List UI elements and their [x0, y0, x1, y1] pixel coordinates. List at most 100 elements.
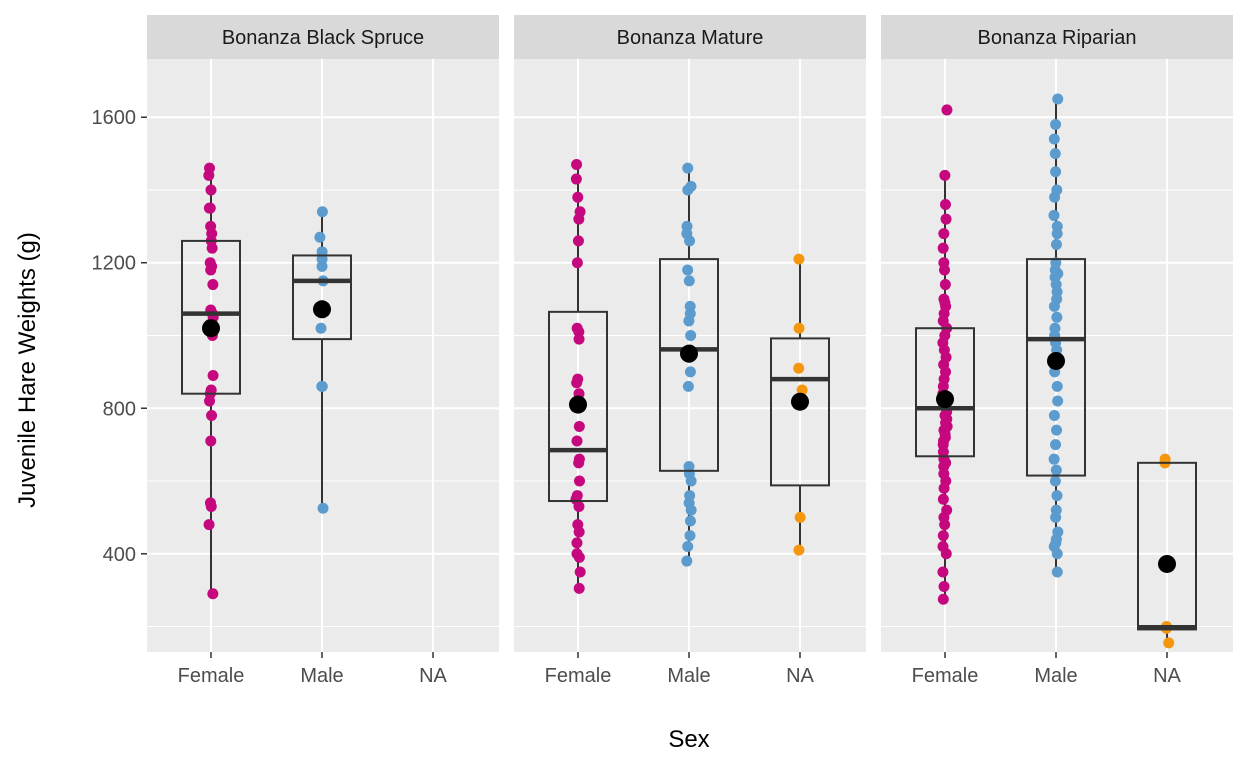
data-point [571, 435, 583, 447]
data-point [1048, 410, 1060, 422]
data-point [684, 300, 696, 312]
data-point [1051, 490, 1063, 502]
data-point [938, 293, 950, 305]
data-point [940, 213, 952, 225]
data-point [1163, 637, 1175, 649]
data-point [573, 420, 585, 432]
data-point [937, 493, 949, 505]
data-point [682, 380, 694, 392]
data-point [937, 242, 949, 254]
data-point [1051, 380, 1063, 392]
facet-strip [514, 15, 866, 59]
data-point [685, 180, 697, 192]
data-point [204, 162, 216, 174]
data-point [1051, 220, 1063, 232]
y-axis: 400 800 1200 1600 [92, 107, 147, 566]
data-point [939, 169, 951, 181]
x-axis-title: Sex [668, 726, 709, 753]
data-point [1049, 148, 1061, 160]
facet-panel: Bonanza Black Spruce Female Male NA [147, 15, 499, 687]
data-point [793, 544, 805, 556]
data-point [1050, 239, 1062, 251]
data-point [204, 257, 216, 269]
data-point [938, 228, 950, 240]
x-tick-label: Male [1034, 665, 1077, 687]
data-point [573, 582, 585, 594]
data-point [207, 588, 219, 600]
data-point [571, 537, 583, 549]
x-tick-label: NA [786, 665, 814, 687]
mean-point [1047, 351, 1065, 370]
data-point [1050, 118, 1062, 130]
data-point [684, 515, 696, 527]
data-point [1051, 424, 1063, 436]
data-point [205, 435, 217, 447]
data-point [1048, 209, 1060, 221]
box [770, 337, 830, 487]
data-point [317, 502, 329, 514]
data-point [684, 490, 696, 502]
y-tick-label: 1200 [92, 253, 137, 275]
data-point [572, 191, 584, 203]
data-point [937, 540, 949, 552]
data-point [682, 264, 694, 276]
data-point [681, 555, 693, 567]
facet-panel: Bonanza Riparian Female Male NA [881, 15, 1233, 687]
data-point [207, 279, 219, 291]
box [915, 327, 975, 458]
data-point [206, 410, 218, 422]
data-point [1051, 566, 1063, 578]
data-point [1050, 439, 1062, 451]
mean-point [202, 319, 220, 338]
data-point [571, 322, 583, 334]
data-point [1052, 93, 1064, 105]
facet-panel: Bonanza Mature Female Male NA [514, 15, 866, 687]
data-point [574, 206, 586, 218]
data-point [572, 235, 584, 247]
data-point [685, 329, 697, 341]
x-tick-label: Female [912, 665, 979, 687]
data-point [205, 184, 217, 196]
box [1026, 258, 1086, 477]
mean-point [791, 392, 809, 411]
y-axis-title: Juvenile Hare Weights (g) [14, 232, 41, 508]
data-point [684, 530, 696, 542]
data-point [793, 322, 805, 334]
y-tick-label: 1600 [92, 107, 137, 129]
data-point [204, 497, 216, 509]
data-point [1051, 311, 1063, 323]
x-tick-label: Male [300, 665, 343, 687]
data-point [316, 380, 328, 392]
x-tick-label: Female [545, 665, 612, 687]
data-point [1052, 526, 1064, 538]
box [181, 239, 241, 395]
data-point [1048, 133, 1060, 145]
data-point [794, 511, 806, 523]
data-point [1048, 453, 1060, 465]
data-point [793, 253, 805, 265]
mean-point [680, 344, 698, 363]
data-point [1050, 166, 1062, 178]
data-point [571, 490, 583, 502]
data-point [683, 460, 695, 472]
data-point [937, 566, 949, 578]
data-point [207, 370, 219, 382]
data-point [941, 504, 953, 516]
data-point [939, 199, 951, 211]
x-tick-label: NA [419, 665, 447, 687]
data-point [682, 162, 694, 174]
data-point [574, 566, 586, 578]
x-tick-label: Female [178, 665, 245, 687]
data-point [570, 173, 582, 185]
data-point [571, 257, 583, 269]
data-point [1049, 475, 1061, 487]
data-point [684, 366, 696, 378]
data-point [793, 362, 805, 374]
data-point [571, 548, 583, 560]
data-point [573, 453, 585, 465]
data-point [1051, 184, 1063, 196]
data-point [204, 202, 216, 214]
box [659, 258, 719, 472]
